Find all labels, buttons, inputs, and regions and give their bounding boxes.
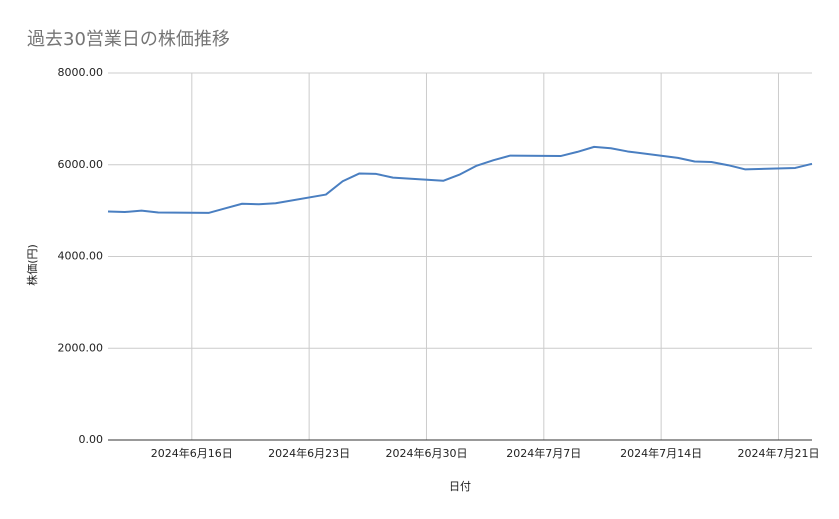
chart-title: 過去30営業日の株価推移 [27, 29, 230, 50]
x-tick-label: 2024年6月23日 [268, 446, 350, 460]
y-tick-label: 2000.00 [58, 341, 104, 354]
y-tick-label: 6000.00 [58, 158, 104, 171]
x-axis-label: 日付 [449, 480, 471, 493]
x-tick-label: 2024年6月30日 [385, 446, 467, 460]
x-tick-label: 2024年7月14日 [620, 446, 702, 460]
y-axis-label: 株価(円) [25, 244, 39, 286]
x-tick-label: 2024年7月21日 [737, 446, 819, 460]
y-tick-label: 0.00 [79, 433, 104, 446]
x-tick-label: 2024年7月7日 [506, 446, 581, 460]
y-tick-label: 8000.00 [58, 66, 104, 79]
data-line [107, 145, 813, 214]
y-tick-label: 4000.00 [58, 250, 104, 263]
x-tick-label: 2024年6月16日 [151, 446, 233, 460]
